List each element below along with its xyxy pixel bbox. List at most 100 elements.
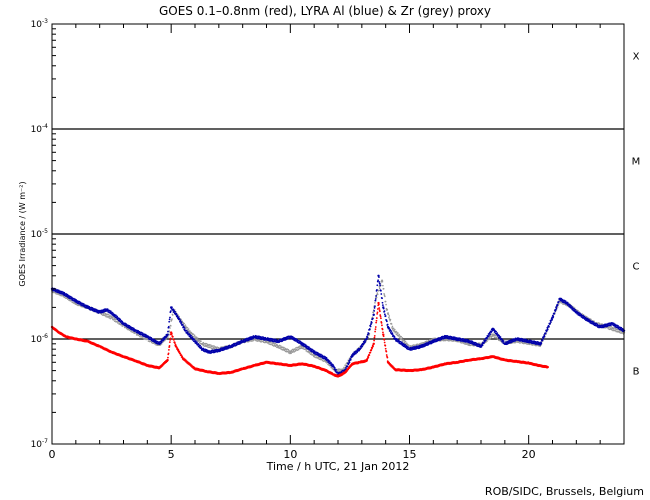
trace-dot (193, 336, 196, 338)
trace-dot (161, 364, 164, 367)
trace-dot (484, 339, 487, 342)
trace-dot (554, 308, 557, 311)
trace-dot (167, 348, 170, 351)
trace-dot (59, 294, 62, 297)
trace-dot (543, 335, 546, 338)
trace-dot (378, 281, 381, 283)
data-point (166, 358, 169, 362)
trace-dot (202, 341, 205, 344)
trace-dot (421, 342, 424, 344)
trace-dot (195, 336, 198, 339)
trace-dot (205, 342, 208, 345)
trace-dot (130, 330, 132, 333)
trace-dot (564, 300, 567, 303)
trace-dot (348, 361, 351, 364)
trace-dot (345, 371, 348, 373)
trace-dot (492, 334, 495, 337)
trace-dot (167, 352, 170, 355)
trace-dot (174, 310, 177, 313)
trace-dot (311, 348, 314, 351)
trace-dot (385, 350, 388, 353)
trace-dot (102, 313, 105, 315)
y-tick-label: 10-7 (31, 438, 49, 450)
trace-dot (276, 346, 278, 349)
trace-dot (356, 351, 358, 354)
trace-dot (192, 333, 195, 335)
trace-dot (128, 325, 131, 327)
trace-dot (385, 320, 388, 323)
trace-dot (328, 360, 331, 363)
trace-dot (377, 279, 380, 282)
y-tick-label: 10-5 (31, 228, 49, 240)
trace-dot (198, 341, 201, 344)
trace-dot (374, 326, 377, 328)
trace-dot (180, 321, 183, 324)
trace-dot (367, 356, 370, 359)
trace-dot (374, 299, 377, 302)
trace-dot (546, 328, 549, 331)
trace-dot (382, 287, 385, 290)
trace-dot (378, 310, 381, 313)
trace-dot (270, 343, 273, 345)
trace-dot (375, 317, 378, 319)
trace-dot (443, 339, 446, 342)
trace-dot (551, 318, 554, 321)
trace-dot (113, 320, 116, 322)
trace-dot (366, 358, 369, 361)
trace-dot (489, 333, 492, 336)
trace-dot (585, 315, 588, 318)
trace-dot (372, 317, 374, 320)
trace-dot (382, 284, 384, 287)
trace-dot (606, 326, 609, 329)
y-tick-label: 10-6 (31, 333, 49, 345)
trace-dot (381, 280, 384, 283)
trace-dot (558, 302, 560, 305)
trace-dot (178, 350, 181, 353)
trace-dot (544, 332, 547, 335)
trace-dot (330, 366, 333, 369)
trace-dot (392, 327, 395, 330)
trace-dot (378, 287, 381, 290)
trace-dot (361, 345, 364, 348)
trace-dot (609, 324, 612, 327)
class-label: C (633, 262, 640, 273)
trace-dot (194, 340, 197, 343)
trace-dot (382, 335, 385, 338)
trace-dot (535, 344, 537, 347)
trace-dot (375, 294, 378, 297)
trace-dot (481, 344, 484, 347)
y-tick-label: 10-3 (31, 18, 49, 30)
trace-dot (171, 306, 173, 309)
trace-dot (592, 320, 594, 323)
trace-dot (495, 330, 497, 333)
trace-dot (274, 342, 277, 345)
trace-dot (109, 315, 112, 317)
trace-dot (610, 326, 613, 328)
trace-dot (210, 344, 212, 346)
trace-dot (280, 345, 282, 347)
trace-dot (380, 322, 383, 324)
trace-dot (142, 337, 144, 339)
series-layer (50, 274, 626, 378)
trace-dot (187, 328, 190, 330)
trace-dot (172, 338, 175, 341)
trace-dot (102, 314, 104, 316)
trace-dot (378, 307, 381, 309)
trace-dot (456, 340, 459, 343)
trace-dot (207, 346, 209, 349)
trace-dot (376, 312, 379, 315)
trace-dot (109, 310, 112, 313)
trace-dot (405, 342, 408, 344)
trace-dot (373, 310, 376, 312)
trace-dot (428, 339, 431, 341)
trace-dot (117, 322, 119, 324)
trace-dot (550, 321, 552, 323)
trace-dot (379, 314, 382, 316)
trace-dot (55, 292, 57, 295)
trace-dot (168, 331, 171, 333)
trace-dot (390, 323, 393, 325)
trace-dot (170, 332, 173, 335)
trace-dot (150, 341, 153, 344)
trace-dot (196, 341, 198, 344)
trace-dot (351, 355, 354, 358)
